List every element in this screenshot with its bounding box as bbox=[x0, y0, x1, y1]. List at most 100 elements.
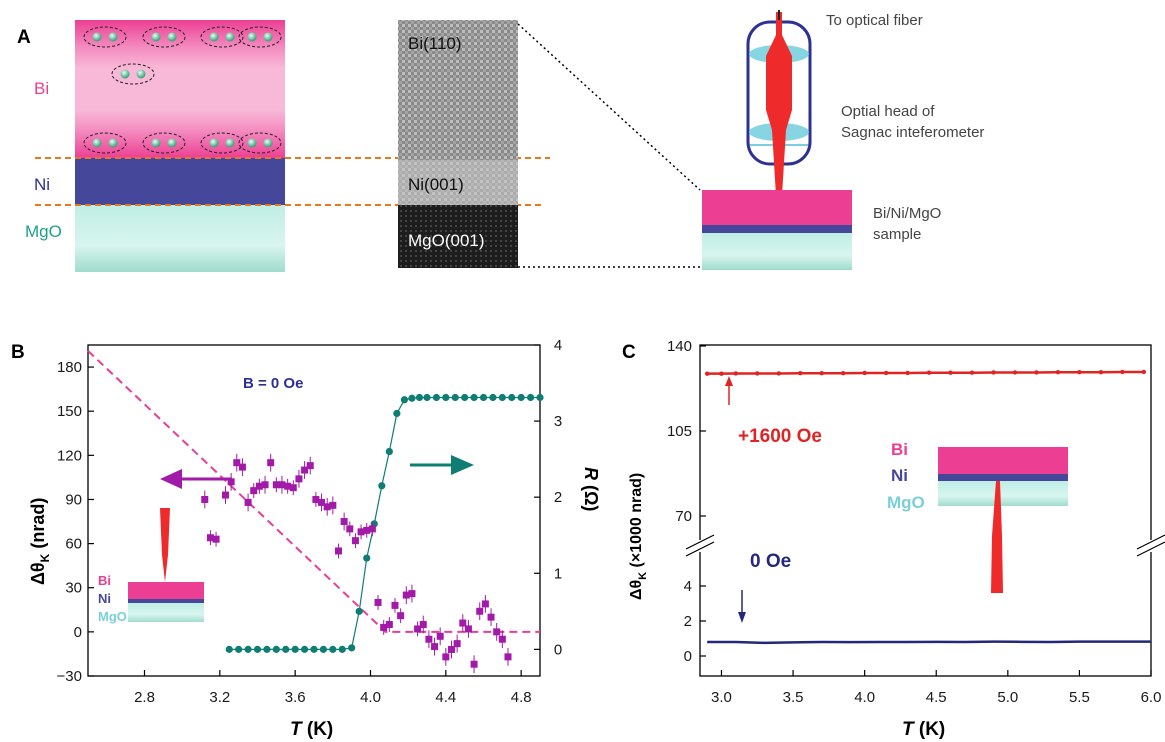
resistance-point bbox=[291, 645, 299, 653]
sagnac-optical-head bbox=[746, 10, 812, 212]
resistance-point bbox=[348, 644, 356, 652]
resistance-point bbox=[423, 393, 431, 402]
panel-a: A Bi Ni MgO Bi(110) Ni(001) MgO(001) bbox=[17, 10, 984, 272]
high-field-point bbox=[719, 371, 724, 376]
x-tick-label: 2.8 bbox=[134, 689, 155, 706]
kerr-point bbox=[323, 503, 331, 511]
high-field-point bbox=[1098, 370, 1104, 375]
resistance-point bbox=[244, 645, 252, 653]
kerr-point bbox=[261, 481, 269, 489]
high-field-point bbox=[733, 371, 738, 376]
kerr-point bbox=[481, 600, 489, 608]
resistance-point bbox=[526, 393, 535, 402]
x-tick-label: 6.0 bbox=[1141, 689, 1162, 706]
y-tick-label: 120 bbox=[57, 447, 82, 464]
high-field-point bbox=[1034, 370, 1039, 375]
laser-beam bbox=[766, 12, 792, 212]
inset-c-ni-label: Ni bbox=[891, 466, 908, 485]
kerr-point bbox=[493, 628, 501, 636]
panel-a-label: A bbox=[17, 27, 31, 48]
kerr-point bbox=[267, 459, 275, 467]
y-tick-label: 180 bbox=[57, 359, 82, 376]
kerr-point bbox=[312, 495, 320, 503]
high-field-point bbox=[1077, 370, 1082, 375]
electron-icon bbox=[263, 32, 273, 42]
y-right-tick-label: 2 bbox=[554, 489, 562, 506]
inset-b-mgo bbox=[128, 603, 204, 622]
resistance-point bbox=[393, 409, 401, 418]
x-tick-label: 3.0 bbox=[711, 689, 732, 706]
resistance-point bbox=[253, 645, 262, 653]
zoom-line-top bbox=[517, 23, 701, 191]
ni-label: Ni bbox=[34, 175, 50, 194]
y-tick-label: 0 bbox=[74, 624, 82, 641]
kerr-point bbox=[334, 547, 342, 555]
high-field-point bbox=[776, 371, 781, 376]
panel-c-xlabel: T (K) bbox=[902, 719, 945, 740]
panel-b-ylabel-right: R (Ω) bbox=[581, 467, 601, 511]
resistance-point bbox=[442, 393, 450, 402]
inset-c-mgo bbox=[938, 481, 1068, 506]
y-tick-label: 105 bbox=[667, 423, 692, 440]
electron-icon bbox=[263, 138, 273, 148]
inset-b-bi bbox=[128, 582, 204, 599]
high-field-point bbox=[755, 371, 760, 376]
resistance-point bbox=[282, 645, 290, 653]
high-field-point bbox=[926, 370, 932, 375]
panel-b-axes: 2.8 3.2 3.6 4.0 4.4 4.8 −30 0 30 60 90 120 150 180 0 1 2… bbox=[57, 337, 563, 706]
inset-b-beam bbox=[160, 508, 170, 582]
panel-c-inset: Bi Ni MgO bbox=[887, 440, 1068, 593]
panel-b-marks bbox=[87, 350, 544, 674]
axis-break-right-1 bbox=[1136, 534, 1165, 550]
resistance-point bbox=[508, 393, 516, 402]
resistance-point bbox=[329, 645, 337, 653]
cooper-pair-icon bbox=[111, 63, 155, 85]
panel-c-label: C bbox=[622, 342, 636, 363]
sample-annotation-1: Bi/Ni/MgO bbox=[873, 205, 941, 222]
kerr-point bbox=[227, 478, 235, 486]
y-right-tick-label: 1 bbox=[554, 565, 562, 582]
cooper-pair-icon bbox=[142, 132, 186, 154]
electron-icon bbox=[120, 69, 130, 79]
kerr-point bbox=[284, 482, 292, 490]
kerr-point bbox=[340, 518, 348, 526]
field-label-zero: 0 Oe bbox=[750, 551, 791, 572]
kerr-point bbox=[255, 482, 263, 490]
panel-b-ylabel-left: ΔθK (nrad) bbox=[28, 498, 52, 585]
sample-annotation-2: sample bbox=[873, 226, 921, 243]
x-tick-label: 4.4 bbox=[435, 689, 456, 706]
high-field-point bbox=[1012, 370, 1018, 375]
electron-icon bbox=[92, 32, 102, 42]
inset-c-bi-label: Bi bbox=[891, 440, 908, 459]
high-field-point bbox=[991, 370, 996, 375]
sample-mgo bbox=[702, 233, 852, 270]
high-field-line bbox=[707, 370, 1144, 375]
mgo-layer bbox=[75, 205, 285, 272]
resistance-point bbox=[300, 645, 309, 653]
resistance-point bbox=[385, 447, 393, 456]
tem-label-mgo: MgO(001) bbox=[408, 231, 485, 250]
y-right-tick-label: 4 bbox=[554, 337, 562, 354]
kerr-point bbox=[447, 646, 455, 654]
inset-c-beam bbox=[991, 481, 1003, 593]
tem-label-ni: Ni(001) bbox=[408, 175, 464, 194]
x-tick-label: 5.5 bbox=[1069, 689, 1090, 706]
kerr-point bbox=[402, 591, 410, 599]
resistance-point bbox=[479, 393, 488, 402]
inset-b-bi-label: Bi bbox=[98, 573, 111, 588]
kerr-point bbox=[289, 484, 297, 492]
resistance-line bbox=[229, 396, 540, 650]
electron-icon bbox=[247, 138, 257, 148]
kerr-point bbox=[385, 621, 393, 629]
head-annotation-1: Optial head of bbox=[841, 103, 935, 120]
kerr-point bbox=[318, 498, 326, 506]
kerr-point bbox=[425, 635, 433, 643]
cooper-pair-icon bbox=[238, 26, 282, 48]
resistance-point bbox=[378, 482, 386, 490]
cooper-pair-icon bbox=[83, 132, 127, 154]
kerr-point bbox=[346, 525, 354, 533]
left-axis-arrow bbox=[160, 469, 232, 489]
high-field-point bbox=[969, 370, 975, 375]
high-field-point bbox=[1120, 369, 1125, 375]
electron-icon bbox=[167, 32, 177, 42]
